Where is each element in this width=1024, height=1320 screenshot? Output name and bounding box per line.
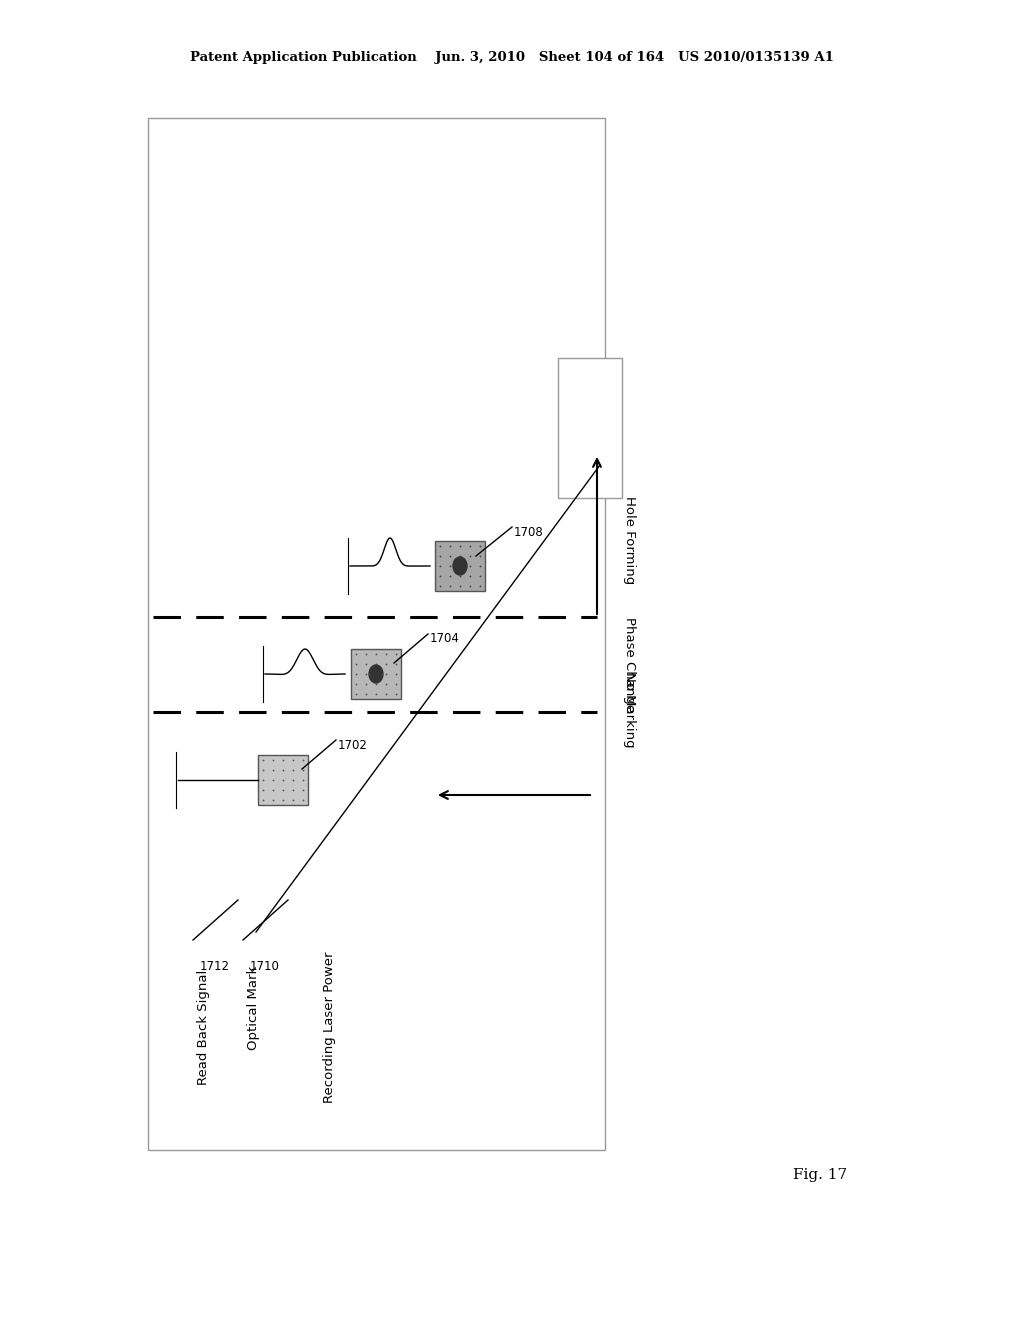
Bar	[435, 541, 485, 591]
Text: Phase Change: Phase Change	[623, 618, 636, 713]
Text: 1702: 1702	[338, 738, 368, 751]
Text: Recording Laser Power: Recording Laser Power	[324, 952, 337, 1104]
Bar	[258, 755, 308, 805]
Text: Optical Mark: Optical Mark	[247, 965, 259, 1049]
Text: No Marking: No Marking	[623, 672, 636, 748]
Circle shape	[369, 665, 383, 682]
Text: Patent Application Publication    Jun. 3, 2010   Sheet 104 of 164   US 2010/0135: Patent Application Publication Jun. 3, 2…	[190, 51, 834, 65]
Text: 1708: 1708	[514, 525, 544, 539]
Text: 1712: 1712	[200, 960, 230, 973]
Text: Read Back Signal: Read Back Signal	[197, 970, 210, 1085]
Text: Fig. 17: Fig. 17	[793, 1168, 847, 1181]
Bar	[351, 649, 401, 700]
Bar	[148, 117, 605, 1150]
Text: 1710: 1710	[250, 960, 280, 973]
Text: 1704: 1704	[430, 631, 460, 644]
Text: Hole Forming: Hole Forming	[623, 496, 636, 585]
Circle shape	[453, 557, 467, 576]
Bar	[558, 358, 622, 498]
